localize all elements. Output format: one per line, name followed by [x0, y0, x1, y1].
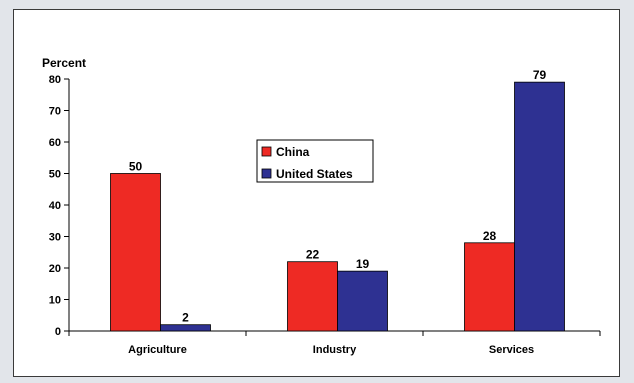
legend: China United States	[256, 139, 374, 183]
bar-china	[287, 261, 338, 332]
x-category-label: Agriculture	[128, 344, 187, 356]
data-label-united-states: 2	[182, 311, 189, 325]
y-tick-label: 30	[49, 232, 61, 244]
y-tick-label: 20	[49, 263, 61, 275]
x-category-label: Services	[489, 344, 534, 356]
data-label-united-states: 79	[533, 68, 547, 82]
y-tick-label: 80	[49, 74, 61, 86]
legend-swatch-china	[261, 146, 272, 157]
legend-label-china: China	[276, 145, 310, 159]
y-tick-label: 10	[49, 295, 61, 307]
legend-box	[256, 139, 374, 183]
data-label-united-states: 19	[356, 257, 370, 271]
y-tick-label: 0	[55, 326, 61, 338]
data-label-china: 28	[483, 229, 497, 243]
y-tick-label: 40	[49, 200, 61, 212]
bar-united-states	[514, 81, 565, 332]
y-axis-label: Percent	[42, 56, 86, 70]
legend-swatch-united-states	[261, 168, 272, 179]
y-tick-label: 70	[49, 106, 61, 118]
y-tick-label: 60	[49, 137, 61, 149]
y-tick-label: 50	[49, 169, 61, 181]
data-label-china: 50	[129, 160, 143, 174]
bar-united-states	[160, 324, 211, 332]
x-category-label: Industry	[313, 344, 357, 356]
legend-label-united-states: United States	[276, 167, 353, 181]
bar-united-states	[337, 270, 388, 332]
bar-china	[464, 242, 515, 332]
bar-china	[110, 173, 161, 332]
data-label-china: 22	[306, 248, 320, 262]
